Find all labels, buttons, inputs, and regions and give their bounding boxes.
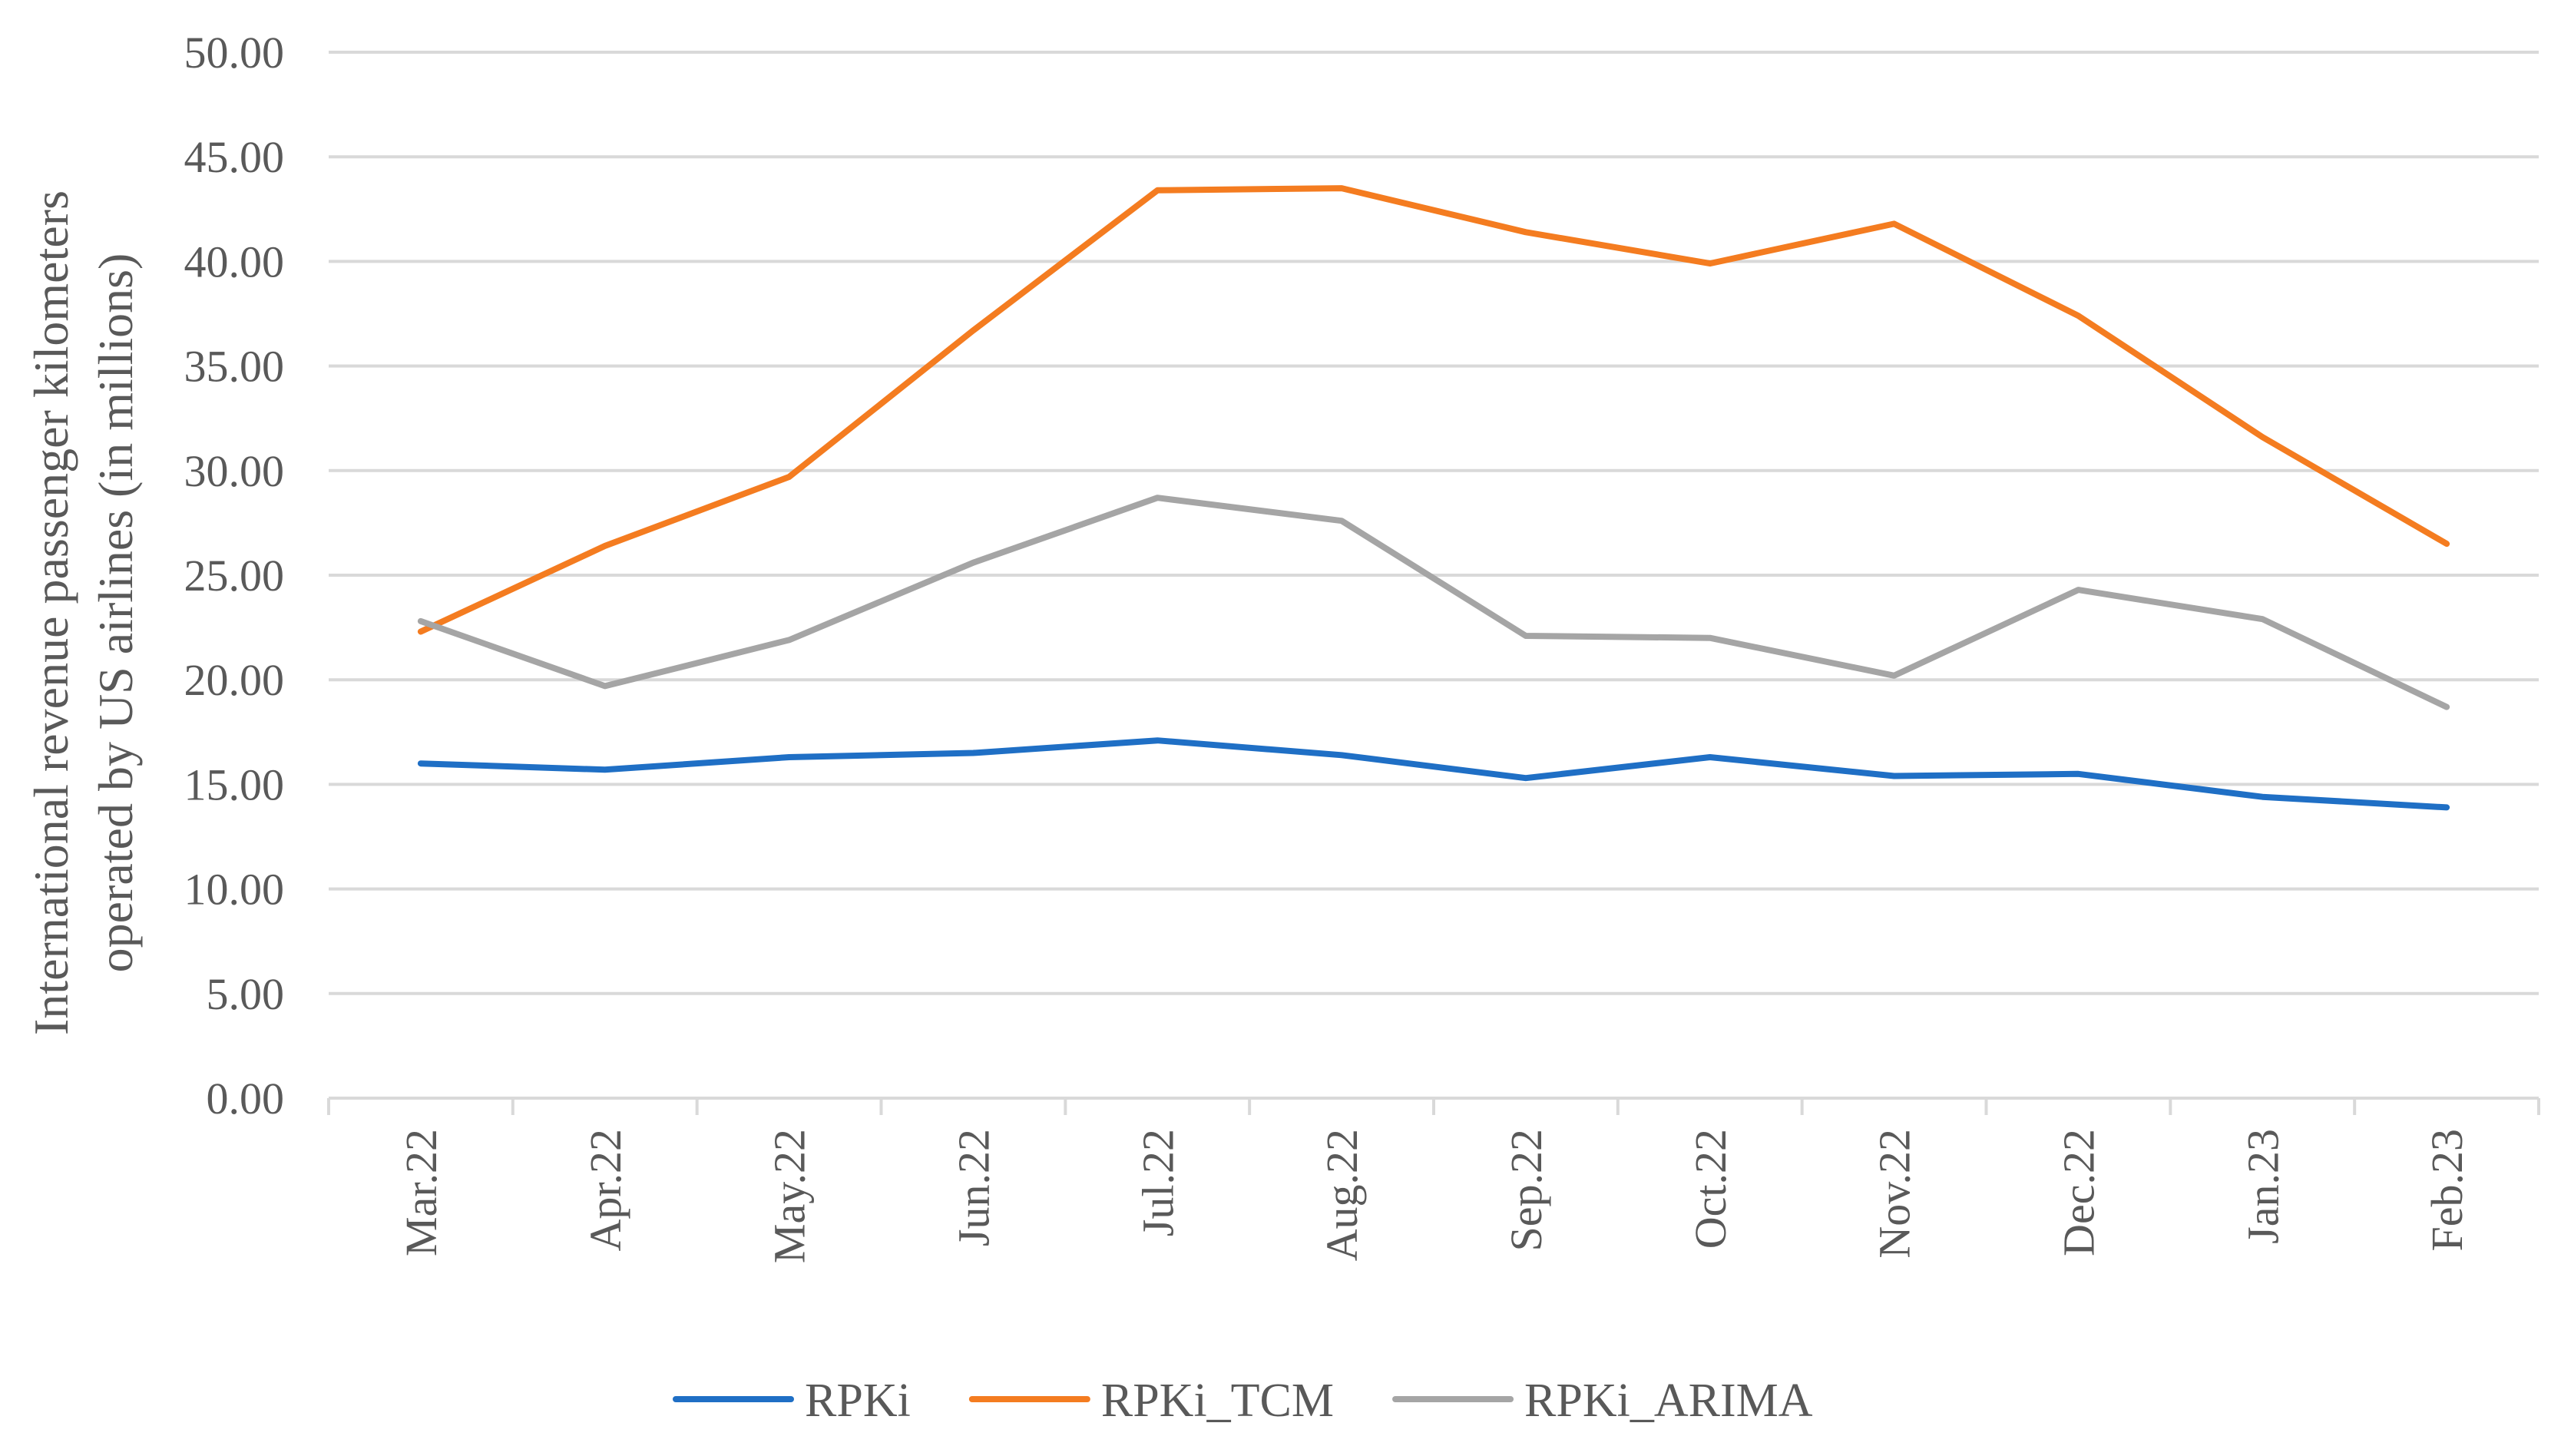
x-tick-label: Apr.22 (581, 1129, 630, 1252)
y-tick-label: 0.00 (207, 1074, 285, 1123)
y-tick-labels: 0.00 5.00 10.00 15.00 20.00 25.00 30.00 35.00 40… (184, 28, 285, 1123)
series-line-rpki (421, 740, 2447, 807)
x-tick-label: Jul.22 (1133, 1129, 1183, 1236)
y-tick-label: 10.00 (184, 865, 285, 915)
x-tick-label: Mar.22 (396, 1129, 446, 1256)
y-axis-title-line: operated by US airlines (in millions) (88, 253, 143, 973)
x-tick-label: Aug.22 (1317, 1129, 1367, 1261)
x-tick-label: May.22 (765, 1129, 815, 1263)
x-tick-label: Jun.22 (948, 1129, 998, 1246)
x-axis (329, 1098, 2539, 1115)
y-axis-title: International revenue passenger kilomete… (24, 190, 143, 1035)
x-tick-label: Sep.22 (1501, 1129, 1551, 1252)
legend-label: RPKi_TCM (1101, 1375, 1334, 1427)
y-tick-label: 15.00 (184, 759, 285, 809)
series-lines (421, 188, 2447, 808)
y-tick-label: 20.00 (184, 655, 285, 705)
legend-label: RPKi (805, 1375, 911, 1427)
legend: RPKi RPKi_TCM RPKi_ARIMA (676, 1375, 1813, 1427)
series-line-rpki-arima (421, 498, 2447, 706)
y-tick-label: 40.00 (184, 237, 285, 286)
x-tick-label: Nov.22 (1870, 1129, 1920, 1259)
y-tick-label: 5.00 (207, 969, 285, 1019)
x-tick-label: Dec.22 (2053, 1129, 2103, 1256)
legend-label: RPKi_ARIMA (1524, 1375, 1813, 1427)
series-line-rpki-tcm (421, 188, 2447, 631)
y-tick-label: 35.00 (184, 342, 285, 392)
x-tick-label: Oct.22 (1686, 1129, 1735, 1249)
y-tick-label: 25.00 (184, 551, 285, 601)
y-tick-label: 30.00 (184, 446, 285, 496)
y-axis-title-line: International revenue passenger kilomete… (24, 190, 78, 1035)
y-tick-label: 45.00 (184, 132, 285, 182)
x-tick-labels: Mar.22 Apr.22 May.22 Jun.22 Jul.22 Aug.22 Sep.… (396, 1129, 2472, 1263)
x-tick-label: Feb.23 (2422, 1129, 2472, 1252)
y-tick-label: 50.00 (184, 28, 285, 78)
x-tick-label: Jan.23 (2238, 1129, 2288, 1244)
